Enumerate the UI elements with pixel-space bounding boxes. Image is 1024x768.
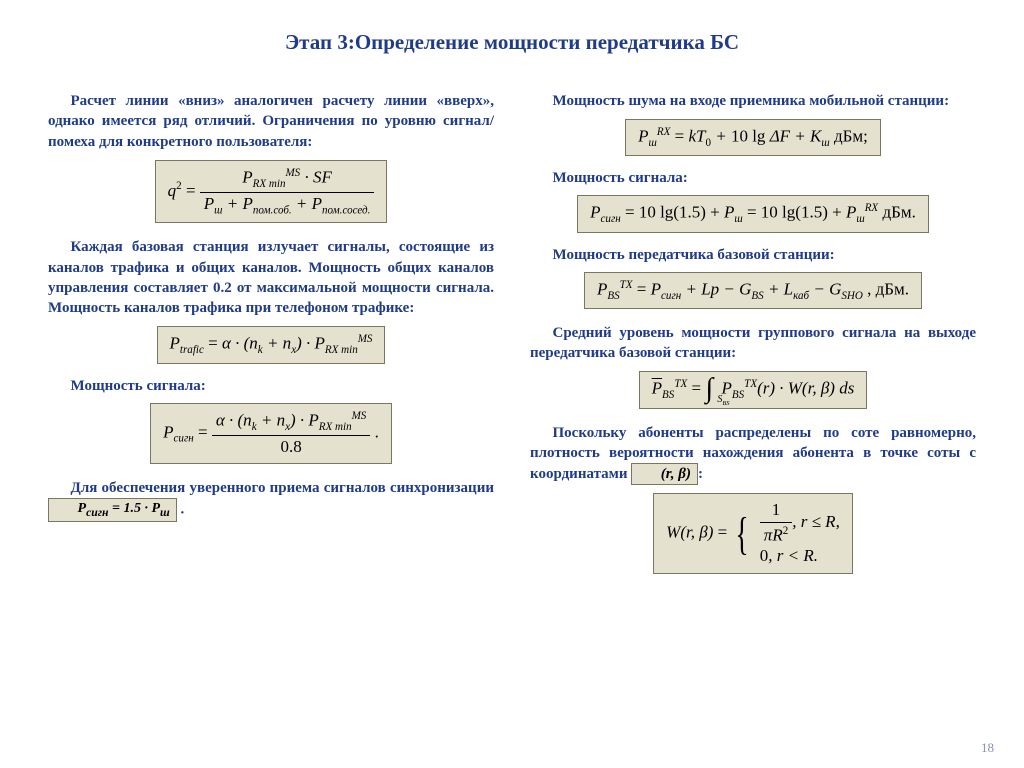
columns: Расчет линии «вниз» аналогичен расчету л… xyxy=(48,83,976,588)
formula-psh-rx: PшRX = kT0 + 10 lg ΔF + Kш дБм; xyxy=(530,119,976,156)
left-para-4a: Для обеспечения уверенного приема сигнал… xyxy=(71,480,495,496)
formula-psign-right: Pсигн = 10 lg(1.5) + Pш = 10 lg(1.5) + P… xyxy=(530,195,976,232)
page-title: Этап 3:Определение мощности передатчика … xyxy=(48,30,976,55)
left-para-1: Расчет линии «вниз» аналогичен расчету л… xyxy=(48,91,494,152)
right-label-1: Мощность шума на входе приемника мобильн… xyxy=(530,91,976,111)
left-para-4: Для обеспечения уверенного приема сигнал… xyxy=(48,478,494,523)
right-para-5a: Поскольку абоненты распределены по соте … xyxy=(530,425,976,483)
page-number: 18 xyxy=(981,740,994,756)
right-para-5: Поскольку абоненты распределены по соте … xyxy=(530,423,976,486)
right-para-5b: : xyxy=(698,466,703,482)
formula-ptrafic: Ptrafic = α · (nk + nx) · PRX minMS xyxy=(48,326,494,363)
formula-w: W(r, β) = { 1πR2, r ≤ R, 0, r < R. xyxy=(530,493,976,574)
coord-r-beta: (r, β) xyxy=(631,463,698,485)
formula-pbstx-integral: PBSTX = ∫SBS PBSTX(r) · W(r, β) ds xyxy=(530,371,976,408)
right-label-2: Мощность сигнала: xyxy=(530,170,976,187)
formula-pbstx: PBSTX = Pсигн + Lp − GBS + Lкаб − GSHO ,… xyxy=(530,272,976,309)
formula-q2: q2 = PRX minMS · SF Pш + Pпом.соб. + Pпо… xyxy=(48,160,494,224)
right-label-4: Средний уровень мощности группового сигн… xyxy=(530,323,976,364)
left-para-2: Каждая базовая станция излучает сигналы,… xyxy=(48,237,494,318)
left-para-4b: . xyxy=(177,502,185,518)
formula-sync: Pсигн = 1.5 · Pш xyxy=(48,498,177,523)
right-label-3: Мощность передатчика базовой станции: xyxy=(530,247,976,264)
formula-psign-left: Pсигн = α · (nk + nx) · PRX minMS 0.8 . xyxy=(48,403,494,464)
left-label-sig: Мощность сигнала: xyxy=(48,378,494,395)
left-column: Расчет линии «вниз» аналогичен расчету л… xyxy=(48,83,494,588)
right-column: Мощность шума на входе приемника мобильн… xyxy=(530,83,976,588)
